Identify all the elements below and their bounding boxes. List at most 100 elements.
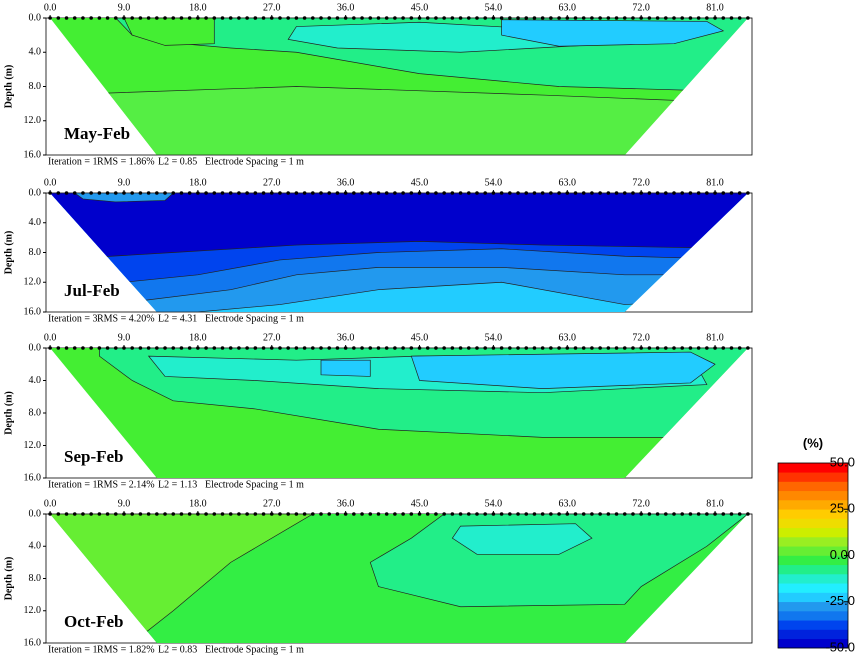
electrode bbox=[179, 512, 184, 516]
x-tick-label: 36.0 bbox=[337, 332, 355, 343]
y-tick-label: 12.0 bbox=[24, 277, 42, 288]
electrode bbox=[737, 16, 742, 20]
electrode bbox=[655, 512, 660, 516]
electrode bbox=[376, 191, 381, 195]
x-tick-label: 0.0 bbox=[44, 177, 57, 188]
y-tick-label: 12.0 bbox=[24, 115, 42, 126]
electrode bbox=[72, 191, 77, 195]
electrode bbox=[212, 191, 217, 195]
electrode bbox=[664, 191, 668, 195]
footer-text: L2 = 0.83 bbox=[158, 644, 197, 655]
electrode bbox=[261, 16, 266, 20]
electrode bbox=[179, 191, 184, 195]
electrode bbox=[655, 346, 660, 350]
electrode bbox=[655, 191, 660, 195]
colorbar-swatch bbox=[778, 518, 848, 529]
electrode bbox=[524, 512, 529, 516]
electrode bbox=[442, 191, 446, 195]
electrode bbox=[187, 191, 192, 195]
electrode bbox=[368, 16, 373, 20]
electrode bbox=[524, 191, 529, 195]
y-tick-label: 16.0 bbox=[24, 306, 42, 317]
electrode bbox=[155, 512, 159, 516]
x-tick-label: 63.0 bbox=[559, 498, 577, 509]
electrode bbox=[672, 16, 676, 20]
y-tick-label: 0.0 bbox=[29, 12, 42, 23]
colorbar-tick-label: -25.0 bbox=[825, 593, 855, 608]
electrode bbox=[590, 346, 594, 350]
electrode bbox=[204, 512, 208, 516]
electrode bbox=[672, 346, 676, 350]
electrode bbox=[237, 512, 241, 516]
electrode bbox=[508, 346, 512, 350]
electrode bbox=[705, 346, 709, 350]
electrode bbox=[187, 512, 192, 516]
electrode bbox=[311, 512, 315, 516]
panel-title: May-Feb bbox=[64, 124, 130, 143]
electrode bbox=[81, 16, 85, 20]
electrode bbox=[261, 191, 266, 195]
electrode bbox=[138, 512, 143, 516]
x-tick-label: 9.0 bbox=[118, 332, 131, 343]
x-tick-label: 27.0 bbox=[263, 332, 281, 343]
electrode bbox=[113, 16, 118, 20]
electrode bbox=[97, 346, 102, 350]
electrode bbox=[319, 512, 323, 516]
electrode bbox=[335, 346, 340, 350]
electrode bbox=[721, 191, 726, 195]
y-tick-label: 8.0 bbox=[29, 573, 42, 584]
colorbar-swatch bbox=[778, 629, 848, 640]
electrode bbox=[237, 191, 241, 195]
electrode bbox=[64, 191, 69, 195]
electrode bbox=[311, 16, 315, 20]
x-tick-label: 18.0 bbox=[189, 498, 207, 509]
electrode bbox=[598, 191, 602, 195]
electrode bbox=[56, 346, 61, 350]
electrode bbox=[393, 191, 397, 195]
electrode bbox=[72, 16, 77, 20]
electrode bbox=[450, 512, 455, 516]
x-tick-label: 45.0 bbox=[411, 498, 429, 509]
x-tick-label: 54.0 bbox=[485, 2, 503, 13]
electrode bbox=[746, 191, 750, 195]
electrode bbox=[294, 346, 299, 350]
contour-region bbox=[410, 351, 716, 389]
electrode bbox=[458, 16, 463, 20]
electrode bbox=[360, 16, 364, 20]
electrode bbox=[327, 191, 332, 195]
x-tick-label: 18.0 bbox=[189, 2, 207, 13]
electrode bbox=[368, 512, 373, 516]
electrode bbox=[475, 512, 479, 516]
y-axis-label: Depth (m) bbox=[3, 391, 14, 435]
colorbar-tick-label: 25.0 bbox=[830, 501, 855, 516]
footer-text: RMS = 1.82% bbox=[97, 644, 155, 655]
electrode bbox=[352, 346, 356, 350]
electrode bbox=[401, 16, 405, 20]
colorbar-tick-label: 0.00 bbox=[830, 547, 855, 562]
electrode bbox=[237, 346, 241, 350]
electrode bbox=[360, 346, 364, 350]
x-tick-label: 72.0 bbox=[632, 498, 650, 509]
electrode bbox=[278, 346, 282, 350]
electrode bbox=[212, 16, 217, 20]
electrode bbox=[581, 346, 586, 350]
electrode bbox=[360, 191, 364, 195]
footer-text: RMS = 4.20% bbox=[97, 313, 155, 324]
electrode bbox=[466, 191, 471, 195]
electrode bbox=[573, 512, 578, 516]
electrode bbox=[729, 512, 734, 516]
electrode bbox=[146, 191, 151, 195]
electrode bbox=[557, 512, 561, 516]
electrode bbox=[245, 191, 249, 195]
electrode bbox=[278, 191, 282, 195]
x-tick-label: 27.0 bbox=[263, 498, 281, 509]
electrode bbox=[146, 16, 151, 20]
electrode bbox=[737, 346, 742, 350]
footer-text: RMS = 1.86% bbox=[97, 156, 155, 167]
electrode bbox=[376, 512, 381, 516]
electrode bbox=[146, 346, 151, 350]
electrode bbox=[72, 512, 77, 516]
electrode bbox=[721, 16, 726, 20]
footer-text: RMS = 2.14% bbox=[97, 479, 155, 490]
electrode bbox=[483, 512, 487, 516]
